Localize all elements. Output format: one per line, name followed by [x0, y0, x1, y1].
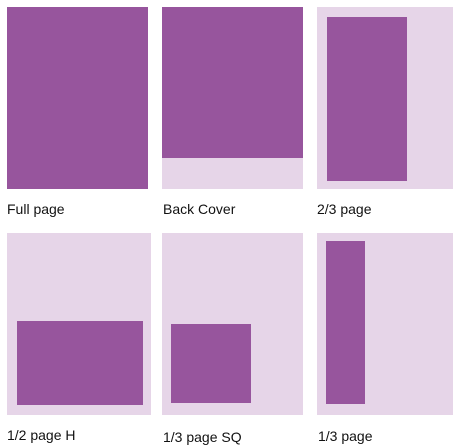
ad-option-full-page[interactable]	[7, 7, 148, 189]
ad-area-full-page	[7, 7, 148, 189]
ad-area-third-page-vertical	[326, 241, 365, 404]
ad-option-label-back-cover: Back Cover	[163, 201, 236, 217]
ad-option-label-half-page-horizontal: 1/2 page H	[7, 427, 76, 443]
ad-option-label-third-page-square: 1/3 page SQ	[163, 429, 242, 445]
ad-area-back-cover	[162, 7, 303, 158]
ad-option-back-cover[interactable]	[162, 7, 303, 189]
ad-option-label-two-thirds-page: 2/3 page	[317, 201, 372, 217]
ad-option-half-page-horizontal[interactable]	[7, 233, 151, 415]
ad-option-third-page-vertical[interactable]	[317, 233, 453, 415]
ad-option-label-third-page-vertical: 1/3 page	[318, 428, 373, 444]
ad-option-two-thirds-page[interactable]	[317, 7, 453, 189]
ad-area-two-thirds-page	[327, 17, 407, 181]
ad-option-third-page-square[interactable]	[162, 233, 303, 415]
ad-area-third-page-square	[171, 324, 251, 403]
ad-area-half-page-horizontal	[17, 321, 143, 405]
ad-option-label-full-page: Full page	[7, 201, 65, 217]
